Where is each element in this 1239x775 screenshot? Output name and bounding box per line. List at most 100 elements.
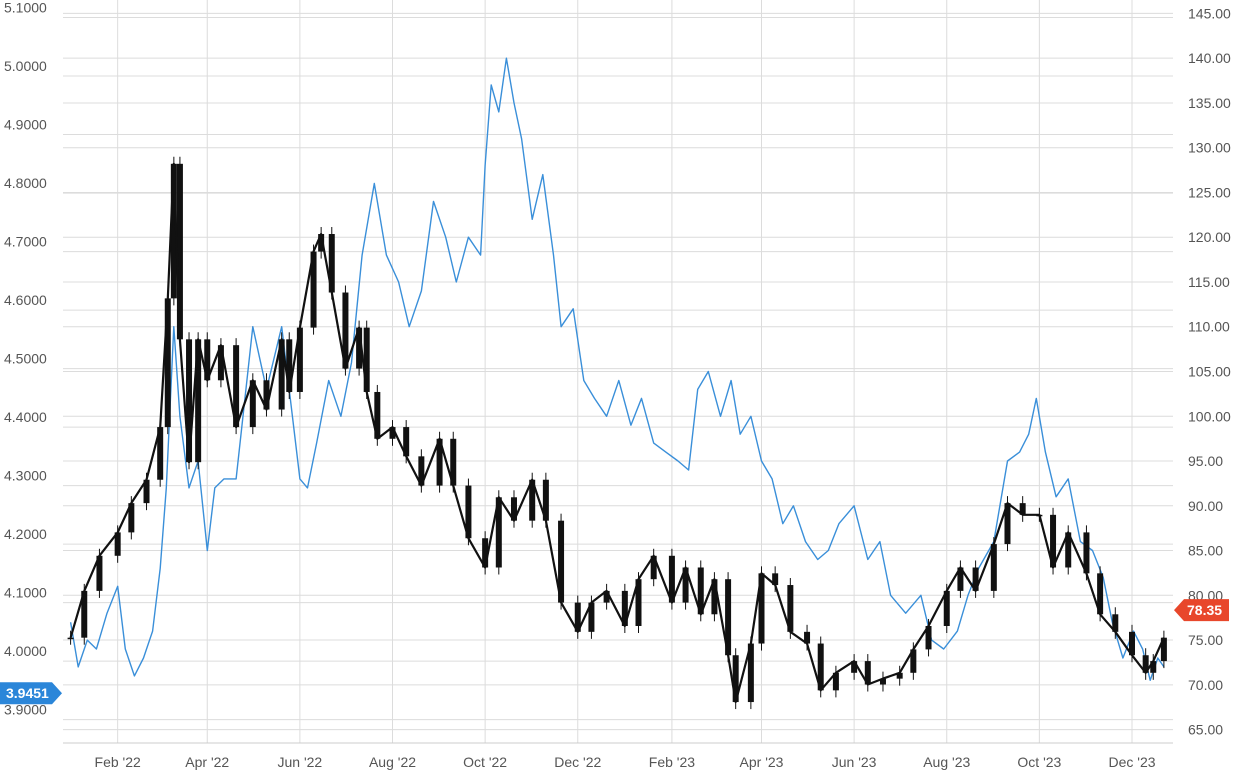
- left-tick-label: 3.9000: [4, 702, 47, 718]
- right-tick-label: 140.00: [1188, 50, 1231, 66]
- candle-body: [363, 327, 370, 392]
- candle: [1142, 648, 1149, 680]
- candle-body: [495, 497, 502, 568]
- candle-body: [747, 643, 754, 703]
- candle: [957, 560, 964, 598]
- x-axis-ticks: Feb '22 Apr '22 Jun '22 Aug '22 Oct '22 Dec '…: [95, 754, 1156, 770]
- right-axis-ticks: 145.00 140.00 135.00 130.00 125.00 120.00 115.…: [1188, 5, 1231, 737]
- candle-body: [758, 573, 765, 644]
- x-tick-label: Jun '22: [278, 754, 323, 770]
- candle: [603, 583, 610, 610]
- x-tick-label: Apr '23: [740, 754, 784, 770]
- candle-body: [186, 339, 193, 463]
- x-tick-label: Jun '23: [832, 754, 877, 770]
- candle-body: [558, 520, 565, 603]
- x-tick-label: Aug '23: [923, 754, 970, 770]
- candle-body: [574, 602, 581, 632]
- candle-body: [176, 163, 183, 340]
- candle-body: [389, 427, 396, 439]
- candle-body: [879, 678, 886, 685]
- left-last-value-tag: [0, 682, 62, 705]
- right-last-value-tag: [1174, 599, 1229, 622]
- candle-body: [1097, 573, 1104, 615]
- candle-body: [356, 327, 363, 369]
- candle-body: [195, 339, 202, 463]
- last-value-labels: 3.9451 78.35: [0, 599, 1229, 705]
- left-tick-label: 4.7000: [4, 234, 47, 250]
- right-tick-label: 85.00: [1188, 543, 1223, 559]
- candle-body: [896, 672, 903, 679]
- candle-body: [114, 532, 121, 556]
- candle-body: [772, 573, 779, 586]
- candle-body: [1083, 532, 1090, 574]
- candle-body: [943, 590, 950, 626]
- candle: [1150, 654, 1157, 680]
- candle-body: [864, 661, 871, 685]
- candle-body: [732, 655, 739, 703]
- candlestick-series: [67, 156, 1167, 710]
- x-tick-label: Dec '23: [1108, 754, 1155, 770]
- right-tick-label: 105.00: [1188, 364, 1231, 380]
- candle-body: [787, 585, 794, 632]
- left-tick-label: 5.1000: [4, 0, 47, 16]
- x-tick-label: Oct '22: [463, 754, 507, 770]
- candle-body: [682, 567, 689, 603]
- candle-body: [318, 234, 325, 252]
- candle-body: [542, 479, 549, 521]
- candle-body: [465, 485, 472, 539]
- x-tick-label: Apr '22: [185, 754, 229, 770]
- candle-body: [650, 555, 657, 580]
- candle-body: [711, 579, 718, 615]
- candle: [851, 654, 858, 680]
- candle-body: [286, 339, 293, 392]
- x-tick-label: Aug '22: [369, 754, 416, 770]
- candle: [495, 490, 502, 575]
- candle-body: [1142, 655, 1149, 673]
- right-tick-label: 95.00: [1188, 453, 1223, 469]
- candlestick-trace: [69, 162, 1165, 704]
- candle-body: [725, 579, 732, 656]
- left-tick-label: 4.9000: [4, 117, 47, 133]
- left-tick-label: 4.6000: [4, 292, 47, 308]
- right-tick-label: 125.00: [1188, 184, 1231, 200]
- right-tick-label: 120.00: [1188, 229, 1231, 245]
- candle-body: [990, 544, 997, 591]
- candle-body: [910, 649, 917, 673]
- candle: [510, 490, 517, 528]
- candle-body: [1150, 661, 1157, 673]
- candle-body: [482, 538, 489, 568]
- left-axis-ticks: 5.1000 5.0000 4.9000 4.8000 4.7000 4.6000 4.50…: [4, 0, 47, 718]
- candle-body: [157, 427, 164, 480]
- left-tick-label: 4.2000: [4, 526, 47, 542]
- candle-body: [67, 637, 74, 640]
- candle: [318, 226, 325, 259]
- right-tick-label: 70.00: [1188, 677, 1223, 693]
- right-tick-label: 65.00: [1188, 722, 1223, 738]
- candle: [389, 420, 396, 446]
- candle-body: [450, 438, 457, 486]
- candle-body: [972, 567, 979, 591]
- candle-body: [164, 298, 171, 428]
- candle-body: [96, 555, 103, 591]
- candle-body: [328, 234, 335, 293]
- candle: [310, 244, 317, 335]
- candle-body: [204, 339, 211, 381]
- candle: [747, 636, 754, 710]
- candle: [195, 332, 202, 470]
- left-tick-label: 5.0000: [4, 58, 47, 74]
- candle-body: [233, 345, 240, 428]
- right-tick-label: 75.00: [1188, 632, 1223, 648]
- x-tick-label: Feb '22: [95, 754, 141, 770]
- candle-body: [310, 251, 317, 328]
- candle: [990, 537, 997, 598]
- right-tick-label: 115.00: [1188, 274, 1230, 290]
- candle: [465, 478, 472, 546]
- candle-body: [832, 672, 839, 691]
- candle-body: [128, 503, 135, 533]
- candle-body: [1004, 503, 1011, 545]
- left-tick-label: 4.8000: [4, 175, 47, 191]
- left-tick-label: 4.3000: [4, 468, 47, 484]
- candle-body: [817, 643, 824, 691]
- x-tick-label: Oct '23: [1017, 754, 1061, 770]
